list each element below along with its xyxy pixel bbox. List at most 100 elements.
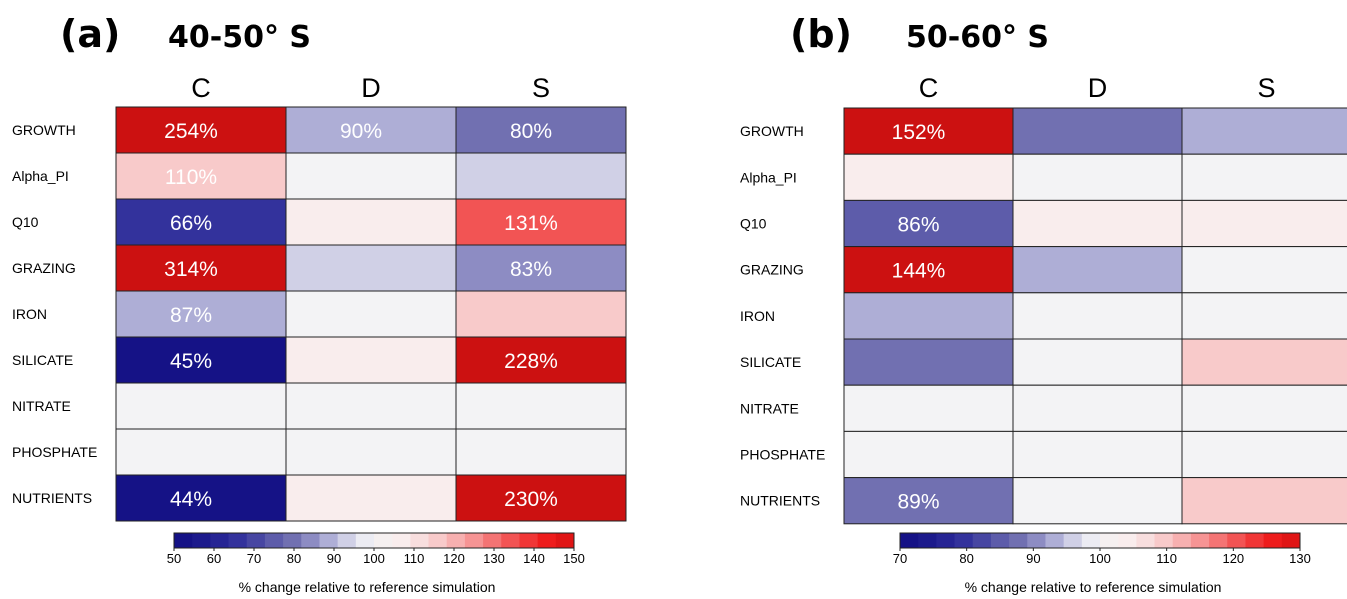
colorbar-segment [990,533,1010,548]
colorbar-segment [319,533,339,548]
heatmap-cell [285,152,457,200]
heatmap-cell [285,474,457,522]
heatmap-cell [285,198,457,246]
heatmap-cell [1181,153,1347,201]
heatmap-cell [455,382,627,430]
colorbar-tick-label: 70 [893,551,907,566]
heatmap-cell [1181,107,1347,155]
cell-value-label: 45% [170,350,212,373]
colorbar-segment [1081,533,1101,548]
colorbar-segment [900,533,919,548]
colorbar-segment [483,533,502,548]
heatmap-cell [455,336,627,384]
colorbar-tick-label: 100 [1089,551,1111,566]
heatmap-cell [285,382,457,430]
row-label: NITRATE [12,398,71,414]
colorbar-tick-label: 80 [287,551,301,566]
heatmap-cell [455,290,627,338]
colorbar-segment [519,533,539,548]
colorbar-tick-label: 90 [327,551,341,566]
colorbar-tick-label: 70 [247,551,261,566]
heatmap-cell [115,474,287,522]
colorbar-segment [1027,533,1046,548]
heatmap-cell [455,106,627,154]
heatmap-cell [1181,477,1347,525]
heatmap-cell [115,382,287,430]
heatmap-panel-a: (a) 40-50° S C D S GROWTH 254% 90% 80% Alpha_PI 11… [12,12,627,595]
colorbar-caption: % change relative to reference simulatio… [239,579,496,595]
row-label: GROWTH [740,123,804,139]
heatmap-cell [285,290,457,338]
colorbar-segment [301,533,320,548]
colorbar-segment [1263,533,1283,548]
cell-value-label: 89% [897,491,939,514]
heatmap-cell [843,430,1014,479]
colorbar-segment [1190,533,1210,548]
colorbar-tick-label: 130 [1289,551,1311,566]
cell-value-label: 86% [897,214,939,237]
heatmap-cell [1181,199,1347,248]
colorbar-segment [1172,533,1192,548]
heatmap-cell [843,153,1014,201]
column-label: C [919,73,939,103]
heatmap-cell [843,107,1014,155]
cell-value-label: 87% [170,304,212,327]
heatmap-cell [1012,107,1183,155]
colorbar-segment [264,533,284,548]
heatmap-cell [285,428,457,476]
cell-value-label: 44% [170,488,212,511]
colorbar-segment [174,533,193,548]
cell-value-label: 66% [170,212,212,235]
row-label: IRON [740,308,775,324]
colorbar-tick-label: 120 [443,551,465,566]
colorbar-tick-label: 150 [563,551,585,566]
row-label: GRAZING [12,260,76,276]
heatmap-cell [1181,246,1347,294]
column-label: S [532,73,550,103]
colorbar-tick-label: 60 [207,551,221,566]
colorbar-segment [555,533,575,548]
row-label: GROWTH [12,122,76,138]
row-label: IRON [12,306,47,322]
cell-value-label: 80% [510,120,552,143]
row-label: SILICATE [12,352,73,368]
heatmap-cell [843,199,1014,248]
colorbar-tick-label: 100 [363,551,385,566]
heatmap-cell [1181,292,1347,340]
colorbar-segment [918,533,937,548]
heatmap-cell [285,244,457,292]
colorbar-segment [1100,533,1119,548]
panel-label: (a) [60,12,120,56]
colorbar-tick-label: 110 [404,551,425,566]
colorbar-tick-label: 90 [1026,551,1040,566]
colorbar-segment [228,533,248,548]
colorbar-segment [446,533,466,548]
colorbar-tick-label: 130 [483,551,505,566]
row-label: PHOSPHATE [740,447,825,463]
heatmap-cell [843,246,1014,294]
colorbar-segment [1045,533,1065,548]
colorbar-segment [1245,533,1265,548]
row-label: Q10 [12,214,39,230]
column-label: C [191,73,211,103]
cell-value-label: 230% [504,488,558,511]
column-label: S [1257,73,1275,103]
colorbar-segment [972,533,992,548]
cell-value-label: 314% [164,258,218,281]
heatmap-cell [115,336,287,384]
colorbar-tick-label: 110 [1156,551,1177,566]
row-label: Alpha_PI [740,169,797,185]
heatmap-cell [1181,338,1347,386]
colorbar-caption: % change relative to reference simulatio… [965,579,1222,595]
row-label: PHOSPHATE [12,444,97,460]
row-label: Q10 [740,216,767,232]
cell-value-label: 83% [510,258,552,281]
colorbar-segment [192,533,211,548]
colorbar-segment [410,533,430,548]
colorbar-tick-label: 80 [959,551,973,566]
cell-value-label: 144% [892,260,946,283]
colorbar-segment [537,533,557,548]
colorbar-tick-label: 120 [1222,551,1244,566]
heatmap-cell [115,152,287,200]
